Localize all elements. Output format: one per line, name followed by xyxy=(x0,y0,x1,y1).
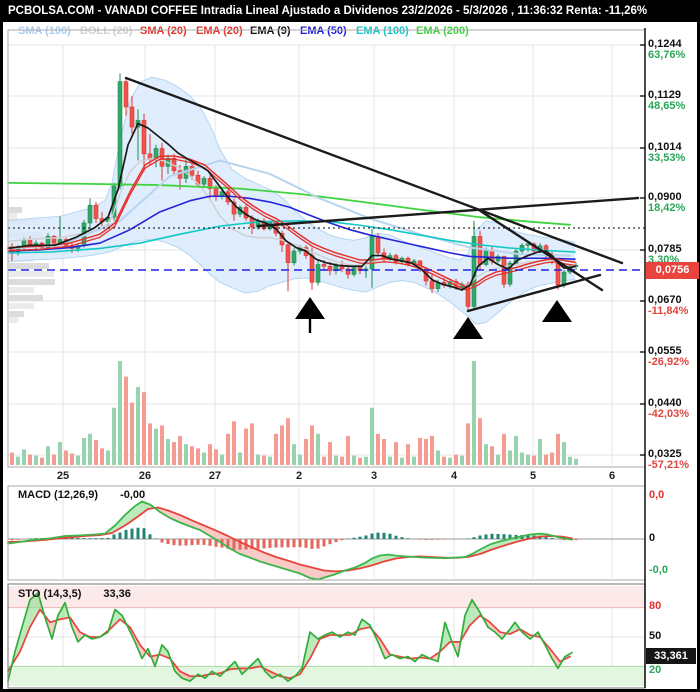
up-arrow-marker xyxy=(453,317,483,339)
indicator-tick-0,0: 0,0 xyxy=(649,489,665,501)
price-tick-0,0900: 0,0900 18,42% xyxy=(648,191,686,214)
sto-indicator-name: STO (14,3,5) xyxy=(18,588,82,600)
trend-lines xyxy=(124,76,640,313)
price-tick-0,1014: 0,1014 33,53% xyxy=(648,141,686,164)
legend-item-ema-20-[interactable]: EMA (20) xyxy=(196,25,243,37)
up-arrow-marker xyxy=(542,300,572,322)
macd-current-value: -0,00 xyxy=(120,489,146,501)
legend-item-ema-9-[interactable]: EMA (9) xyxy=(250,25,291,37)
overlay-ema-20 xyxy=(7,158,576,291)
sto-panel-label: STO (14,3,5) 33,36 xyxy=(18,588,131,600)
current-price-badge: 0,0756 xyxy=(646,262,699,279)
indicator-tick-80: 80 xyxy=(649,600,662,612)
x-axis-label-3: 3 xyxy=(370,470,378,482)
up-arrow-marker xyxy=(295,297,325,319)
panel-borders xyxy=(7,28,646,689)
x-axis-label-27: 27 xyxy=(208,470,222,482)
overlay-sma-100 xyxy=(7,159,571,257)
title-bar: PCBOLSA.COM - VANADI COFFEE Intradia Lin… xyxy=(0,0,700,22)
price-tick-0,0440: 0,0440 -42,03% xyxy=(648,397,689,420)
window-title: PCBOLSA.COM - VANADI COFFEE Intradia Lin… xyxy=(8,5,648,17)
buy-arrows xyxy=(295,297,572,339)
volume-bars xyxy=(10,361,578,465)
overlay-ema-9 xyxy=(7,122,576,291)
price-tick-0,0555: 0,0555 -26,92% xyxy=(648,345,689,368)
legend-item-ema-100-[interactable]: EMA (100) xyxy=(356,25,409,37)
sto-panel xyxy=(7,586,645,686)
price-tick-0,1244: 0,1244 63,76% xyxy=(648,38,686,61)
moving-averages xyxy=(7,122,576,291)
price-tick-0,0325: 0,0325 -57,21% xyxy=(648,448,689,471)
macd-panel xyxy=(7,500,645,581)
x-axis-label-26: 26 xyxy=(138,470,152,482)
sto-current-value: 33,36 xyxy=(103,588,131,600)
macd-indicator-name: MACD (12,26,9) xyxy=(18,489,99,501)
legend-item-sma-20-[interactable]: SMA (20) xyxy=(140,25,187,37)
sto-value-badge: 33,361 xyxy=(646,648,696,664)
price-tick-0,0670: 0,0670 -11,84% xyxy=(648,294,689,317)
indicator-tick--0,0: -0,0 xyxy=(649,564,668,576)
legend-item-ema-200-[interactable]: EMA (200) xyxy=(416,25,469,37)
overlay-ema-50 xyxy=(7,195,576,260)
x-axis-label-5: 5 xyxy=(529,470,537,482)
legend-item-boll-20-[interactable]: BOLL (20) xyxy=(80,25,133,37)
x-axis-label-25: 25 xyxy=(56,470,70,482)
x-axis-label-2: 2 xyxy=(295,470,303,482)
legend-item-sma-100-[interactable]: SMA (100) xyxy=(18,25,71,37)
x-axis-label-6: 6 xyxy=(608,470,616,482)
indicator-tick-50: 50 xyxy=(649,630,662,642)
price-tick-0,0785: 0,0785 3,30% xyxy=(648,243,682,266)
price-axis-labels: 0,1244 63,76% 0,1129 48,65% 0,1014 33,53% 0,09… xyxy=(648,38,689,471)
macd-panel-label: MACD (12,26,9) -0,00 xyxy=(18,489,145,501)
x-axis-label-4: 4 xyxy=(450,470,458,482)
reference-lines xyxy=(8,227,645,271)
price-tick-0,1129: 0,1129 48,65% xyxy=(648,89,686,112)
indicator-tick-20: 20 xyxy=(649,664,662,676)
indicator-tick-0: 0 xyxy=(649,532,656,544)
legend-item-ema-50-[interactable]: EMA (50) xyxy=(300,25,347,37)
